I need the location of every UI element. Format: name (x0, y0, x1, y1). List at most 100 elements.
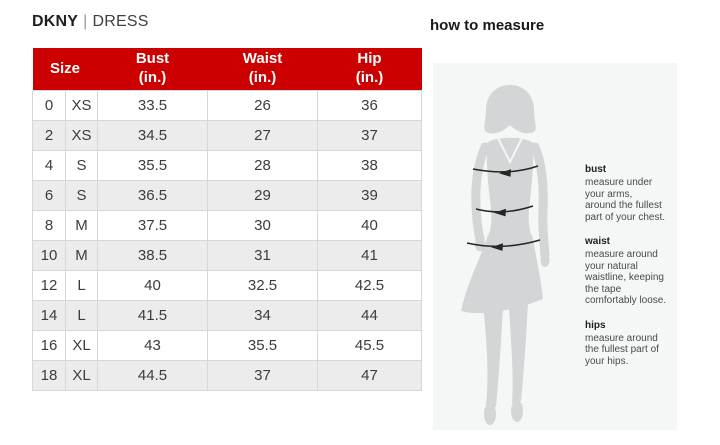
cell-bust: 40 (97, 270, 209, 301)
column-header-bust: Bust (in.) (97, 48, 208, 91)
cell-size-number: 2 (32, 120, 66, 151)
instruction-label: waist (585, 236, 611, 247)
measure-instructions: bust measure under your arms, around the… (585, 164, 675, 367)
brand-name: DKNY (32, 13, 79, 30)
cell-size-letter: XS (64, 120, 99, 151)
figure-left-leg (483, 303, 503, 407)
instruction-section: waist measure around your natural waistl… (585, 236, 675, 307)
cell-bust: 34.5 (97, 120, 209, 151)
size-chart-table: Size Bust (in.) Waist (in.) Hip (in.) (32, 48, 423, 391)
cell-bust: 44.5 (97, 360, 209, 391)
figure-right-arm (530, 142, 550, 260)
cell-waist: 29 (207, 180, 319, 211)
cell-size-letter: S (64, 150, 99, 181)
figure-torso (486, 137, 534, 237)
figure-silhouette (461, 85, 550, 425)
table-row: 12 L 40 32.5 42.5 (32, 270, 423, 301)
table-row: 6 S 36.5 29 39 (32, 180, 423, 211)
cell-bust: 43 (97, 330, 209, 361)
figure-head (484, 85, 536, 134)
figure-vneck-line (497, 137, 523, 165)
figure-left-foot (484, 403, 496, 425)
instruction-section: hips measure around the fullest part of … (585, 320, 675, 368)
figure-skirt (461, 231, 543, 314)
cell-size-letter: S (64, 180, 99, 211)
table-header-row: Size Bust (in.) Waist (in.) Hip (in.) (32, 48, 422, 91)
how-to-measure-heading: how to measure (430, 17, 545, 34)
cell-hip: 38 (317, 150, 423, 181)
page-title: DKNY | DRESS (32, 13, 149, 31)
title-separator: | (83, 13, 88, 30)
table-row: 8 M 37.5 30 40 (32, 210, 423, 241)
cell-size-letter: M (64, 210, 99, 241)
cell-size-number: 6 (32, 180, 66, 211)
cell-hip: 37 (317, 120, 423, 151)
cell-size-number: 16 (32, 330, 66, 361)
cell-size-number: 10 (32, 240, 66, 271)
instruction-section: bust measure under your arms, around the… (585, 164, 675, 223)
table-row: 14 L 41.5 34 44 (32, 300, 423, 331)
cell-bust: 41.5 (97, 300, 209, 331)
cell-bust: 35.5 (97, 150, 209, 181)
cell-size-number: 8 (32, 210, 66, 241)
cell-size-number: 0 (32, 90, 66, 121)
cell-bust: 36.5 (97, 180, 209, 211)
cell-size-number: 12 (32, 270, 66, 301)
table-row: 10 M 38.5 31 41 (32, 240, 423, 271)
waist-arrowhead-icon (494, 208, 506, 217)
cell-waist: 27 (207, 120, 319, 151)
table-body: 0 XS 33.5 26 36 2 XS 34.5 27 37 4 S (32, 90, 423, 391)
instruction-text: measure around your natural waistline, k… (585, 249, 667, 306)
column-header-hip-label: Hip (357, 50, 382, 68)
table-row: 16 XL 43 35.5 45.5 (32, 330, 423, 361)
hips-arrowhead-icon (491, 243, 503, 251)
column-header-hip-unit: (in.) (355, 69, 384, 86)
table-row: 2 XS 34.5 27 37 (32, 120, 423, 151)
column-header-waist-unit: (in.) (248, 69, 277, 86)
figure-left-hand (475, 236, 485, 252)
cell-waist: 28 (207, 150, 319, 181)
instruction-text: measure under your arms, around the full… (585, 177, 666, 223)
instruction-label: bust (585, 164, 607, 175)
cell-hip: 47 (317, 360, 423, 391)
cell-hip: 42.5 (317, 270, 423, 301)
column-header-waist-label: Waist (242, 50, 283, 68)
cell-size-letter: XS (64, 90, 99, 121)
cell-size-number: 14 (32, 300, 66, 331)
figure-right-leg (509, 301, 528, 403)
instruction-text: measure around the fullest part of your … (585, 332, 659, 367)
figure-left-arm (471, 142, 490, 244)
cell-waist: 37 (207, 360, 319, 391)
cell-bust: 38.5 (97, 240, 209, 271)
how-to-measure-panel: bust measure under your arms, around the… (433, 63, 677, 430)
column-header-waist: Waist (in.) (207, 48, 318, 91)
cell-hip: 44 (317, 300, 423, 331)
cell-hip: 39 (317, 180, 423, 211)
column-header-bust-unit: (in.) (138, 69, 167, 86)
cell-waist: 32.5 (207, 270, 319, 301)
cell-size-number: 4 (32, 150, 66, 181)
instruction-label: hips (585, 319, 606, 331)
table-row: 18 XL 44.5 37 47 (32, 360, 423, 391)
cell-waist: 26 (207, 90, 319, 121)
table-row: 0 XS 33.5 26 36 (32, 90, 423, 121)
cell-waist: 31 (207, 240, 319, 271)
cell-size-number: 18 (32, 360, 66, 391)
cell-bust: 37.5 (97, 210, 209, 241)
cell-hip: 45.5 (317, 330, 423, 361)
product-type: DRESS (92, 13, 149, 30)
cell-waist: 34 (207, 300, 319, 331)
cell-waist: 30 (207, 210, 319, 241)
figure-right-foot (511, 400, 523, 422)
cell-size-letter: XL (64, 330, 99, 361)
column-header-size: Size (32, 48, 98, 91)
cell-size-letter: L (64, 300, 99, 331)
column-header-hip: Hip (in.) (317, 48, 422, 91)
woman-silhouette-icon (461, 85, 550, 425)
column-header-bust-label: Bust (135, 50, 170, 68)
cell-size-letter: L (64, 270, 99, 301)
figure-right-hand (540, 253, 550, 267)
cell-size-letter: M (64, 240, 99, 271)
table-row: 4 S 35.5 28 38 (32, 150, 423, 181)
cell-hip: 40 (317, 210, 423, 241)
